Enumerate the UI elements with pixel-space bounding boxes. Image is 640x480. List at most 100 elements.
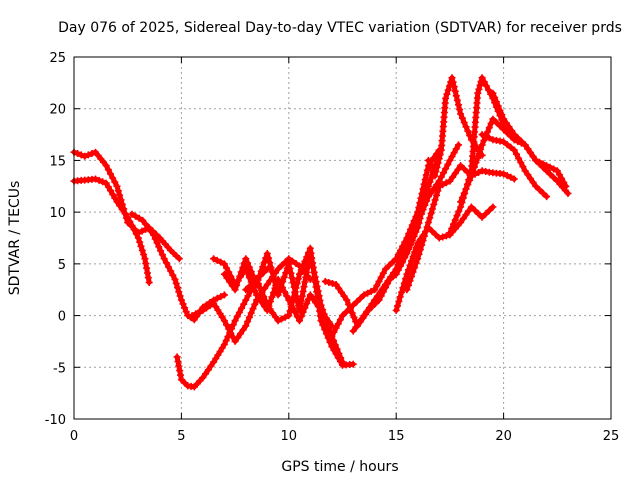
data-point [379, 284, 387, 292]
data-point [202, 370, 210, 378]
data-point [172, 280, 180, 287]
data-point [257, 267, 265, 275]
data-point [353, 298, 361, 306]
data-point [109, 174, 117, 182]
data-point [306, 291, 314, 299]
data-point [417, 194, 425, 202]
data-point [238, 304, 245, 312]
data-point [176, 292, 184, 300]
data-point [443, 90, 451, 98]
x-tick-label: 20 [495, 429, 512, 444]
data-point [367, 287, 375, 295]
data-point [496, 106, 504, 114]
data-point [482, 132, 490, 140]
data-point [229, 321, 237, 329]
data-point [259, 263, 267, 271]
data-point [157, 247, 165, 255]
data-point [322, 315, 330, 322]
series-track-r [478, 131, 551, 201]
data-point [330, 346, 338, 354]
data-point [245, 313, 253, 321]
data-point [450, 220, 457, 228]
data-point [77, 151, 85, 159]
data-point [384, 277, 392, 285]
data-point [134, 234, 142, 242]
data-point [462, 185, 470, 193]
data-point [279, 278, 287, 286]
data-point [339, 312, 346, 320]
data-point [360, 312, 368, 320]
data-point [532, 156, 540, 164]
series-line [479, 132, 550, 200]
data-point [237, 330, 244, 338]
data-point [319, 321, 327, 329]
data-point [451, 169, 459, 177]
data-point [478, 131, 486, 139]
data-point [143, 264, 151, 272]
data-point [349, 360, 357, 368]
data-point [424, 219, 432, 226]
data-point [349, 301, 357, 309]
data-point [195, 308, 203, 316]
data-point [303, 269, 311, 276]
data-point [464, 127, 472, 135]
data-point [426, 178, 434, 186]
series-track-m [403, 162, 518, 294]
x-tick-label: 15 [388, 429, 405, 444]
data-point [169, 271, 177, 279]
data-point [175, 362, 183, 370]
data-point [244, 292, 252, 300]
data-point [411, 264, 419, 272]
data-point [293, 279, 301, 287]
data-point [539, 160, 547, 168]
data-point [377, 273, 385, 281]
data-point [81, 152, 89, 160]
data-point [371, 296, 379, 304]
data-point [457, 110, 465, 118]
data-point [128, 222, 136, 230]
data-point [394, 261, 402, 269]
data-point [113, 198, 121, 206]
data-point [421, 201, 429, 209]
series-track-j [328, 146, 443, 340]
data-point [406, 277, 414, 285]
data-point [474, 89, 482, 97]
data-point [144, 224, 152, 232]
data-point [419, 237, 427, 245]
data-point [435, 155, 443, 163]
data-point [371, 286, 379, 294]
data-point [175, 255, 183, 263]
data-point [376, 288, 384, 296]
data-point [457, 198, 465, 206]
data-point [220, 341, 228, 348]
data-point [266, 259, 274, 267]
data-point [256, 272, 264, 280]
data-point [288, 298, 296, 306]
data-point [409, 268, 417, 276]
data-point [323, 319, 331, 327]
data-point [467, 172, 475, 180]
data-point [328, 343, 336, 351]
data-point [109, 190, 117, 198]
data-point [440, 169, 447, 177]
data-point [276, 287, 284, 294]
x-tick-label: 0 [70, 429, 78, 444]
data-point [460, 119, 468, 126]
y-tick-label: 0 [58, 310, 66, 325]
data-point [524, 171, 532, 179]
data-point [332, 281, 340, 288]
data-point [526, 149, 534, 157]
data-point [529, 153, 537, 161]
data-point [234, 334, 242, 342]
series-track-n [424, 74, 486, 180]
data-point [422, 171, 430, 179]
data-point [450, 149, 458, 157]
data-point [242, 296, 250, 304]
series-track-q [489, 89, 570, 190]
data-point [352, 323, 360, 331]
data-point [412, 259, 420, 267]
data-point [442, 232, 450, 240]
data-point [398, 252, 406, 260]
data-point [303, 300, 311, 307]
data-point [428, 164, 436, 172]
